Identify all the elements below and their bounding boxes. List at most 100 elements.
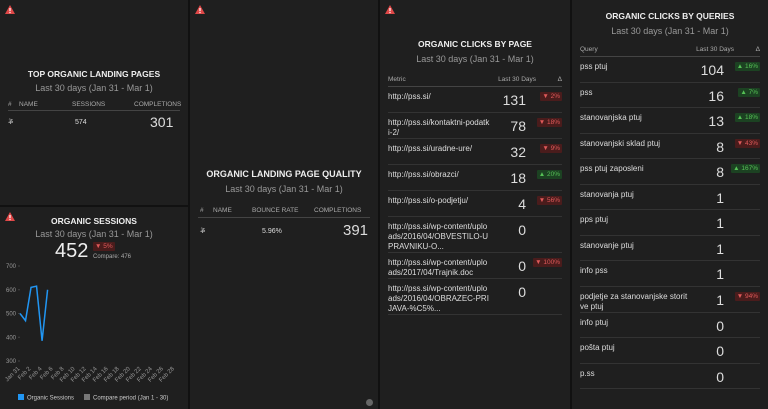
panel-title: ORGANIC CLICKS BY QUERIES <box>605 11 735 21</box>
row-name: stanovanjska ptuj <box>580 113 642 122</box>
table-row: stanovanja ptuj 1 <box>580 185 760 210</box>
period: Last 30 days (Jan 31 - Mar 1) <box>611 26 729 36</box>
change-badge: 167% <box>731 164 760 174</box>
col-header: COMPLETIONS <box>314 207 362 214</box>
table-row: stanovanje ptuj 1 <box>580 236 760 261</box>
bounce-rate: 5.96% <box>262 228 282 235</box>
kpi-value: 452 <box>55 240 89 262</box>
row-name: stanovanjski sklad ptuj <box>580 138 661 148</box>
table-row: info ptuj 0 <box>580 313 760 338</box>
period: Last 30 days (Jan 31 - Mar 1) <box>416 54 534 64</box>
landing-pages-panel: TOP ORGANIC LANDING PAGES Last 30 days (… <box>0 0 188 205</box>
change-cell: 94% <box>724 291 760 301</box>
y-tick-label: 600 <box>6 288 17 294</box>
row-name: http://pss.si/wp-content/uploads/2017/04… <box>388 258 488 277</box>
panel-title: ORGANIC LANDING PAGE QUALITY <box>206 169 362 179</box>
row-value: 0 <box>716 343 724 359</box>
col-header: Query <box>580 46 598 53</box>
change-cell: 18% <box>526 118 562 128</box>
table-row: http://pss.si/131 2% <box>388 87 562 113</box>
completions-value: 391 <box>343 222 369 239</box>
row-value: 0 <box>518 284 526 300</box>
row-value: 1 <box>716 189 724 206</box>
row-name: http://pss.si/o-podjetju/ <box>388 196 469 205</box>
table-row: stanovanjski sklad ptuj 8 43% <box>580 134 760 159</box>
change-badge: 7% <box>738 87 760 97</box>
row-name: http://pss.si/obrazci/ <box>388 170 459 179</box>
col-header: COMPLETIONS <box>134 101 182 108</box>
table-row: http://pss.si/kontaktni-podatki-2/78 18% <box>388 113 562 139</box>
col-header: NAME <box>19 101 38 108</box>
medal-icon: ቖ <box>8 117 14 126</box>
period: Last 30 days (Jan 31 - Mar 1) <box>35 229 153 239</box>
row-value: 0 <box>518 222 526 238</box>
change-cell: 9% <box>526 144 562 154</box>
table-row: http://pss.si/uradne-ure/32 9% <box>388 139 562 165</box>
y-tick-label: 500 <box>6 312 17 318</box>
row-value: 1 <box>716 291 724 308</box>
y-tick-label: 700 <box>6 264 17 270</box>
legend-label: Compare period (Jan 1 - 30) <box>93 396 168 402</box>
row-name: pss <box>580 87 593 97</box>
change-cell: 7% <box>724 87 760 97</box>
change-badge: 16% <box>734 62 760 72</box>
legend-label: Organic Sessions <box>27 396 74 402</box>
table-header: Query Last 30 Days Δ <box>580 46 760 57</box>
table-row: pošta ptuj 0 <box>580 338 760 364</box>
change-badge: 5% <box>93 242 115 251</box>
change-badge: 2% <box>540 92 562 102</box>
row-value: 1 <box>716 215 724 231</box>
row-value: 0 <box>518 258 526 274</box>
change-cell: 43% <box>724 138 760 148</box>
row-name: http://pss.si/uradne-ure/ <box>388 144 473 153</box>
row-name: pošta ptuj <box>580 343 615 352</box>
table-row: http://pss.si/wp-content/uploads/2016/04… <box>388 217 562 253</box>
col-header: Last 30 Days <box>498 76 536 83</box>
col-header: BOUNCE RATE <box>252 207 299 214</box>
row-value: 8 <box>716 164 724 180</box>
row-value: 104 <box>700 62 724 78</box>
table-row: pss ptuj 104 16% <box>580 57 760 83</box>
row-name: stanovanje ptuj <box>580 240 634 250</box>
row-value: 8 <box>716 138 724 155</box>
table-row: stanovanjska ptuj 13 18% <box>580 108 760 134</box>
row-value: 1 <box>716 266 724 282</box>
panel-title: ORGANIC SESSIONS <box>51 216 137 226</box>
table-row: http://pss.si/o-podjetju/4 56% <box>388 191 562 217</box>
legend-swatch <box>84 394 90 400</box>
table-row: http://pss.si/wp-content/uploads/2016/04… <box>388 279 562 315</box>
table-row: p.ss 0 <box>580 364 760 389</box>
period: Last 30 days (Jan 31 - Mar 1) <box>225 184 343 194</box>
warning-icon <box>385 5 395 14</box>
panel-title: TOP ORGANIC LANDING PAGES <box>27 69 161 79</box>
row-value: 32 <box>510 144 526 160</box>
completions-value: 301 <box>150 114 174 130</box>
warning-icon <box>195 5 205 14</box>
row-name: http://pss.si/wp-content/uploads/2016/04… <box>388 284 489 313</box>
col-header: Last 30 Days <box>696 46 734 53</box>
line <box>19 285 49 341</box>
panel-title: ORGANIC CLICKS BY PAGE <box>418 39 532 49</box>
change-badge: 56% <box>536 196 562 206</box>
legend-swatch <box>18 394 24 400</box>
sessions-panel: ORGANIC SESSIONS Last 30 days (Jan 31 - … <box>0 207 188 409</box>
row-value: 0 <box>716 317 724 334</box>
table-row: pss 16 7% <box>580 83 760 108</box>
row-name: p.ss <box>580 368 595 378</box>
table-row: pss ptuj zaposleni 8 167% <box>580 159 760 185</box>
row-name: http://pss.si/wp-content/uploads/2016/04… <box>388 222 489 251</box>
row-value: 78 <box>510 118 526 134</box>
row-value: 16 <box>708 87 724 104</box>
change-cell: 2% <box>526 92 562 102</box>
row-name: podjetje za stanovanjske storitve ptuj <box>580 291 688 311</box>
change-badge: 18% <box>536 118 562 128</box>
change-cell: 16% <box>724 62 760 72</box>
change-badge: 94% <box>734 291 760 301</box>
row-name: pss ptuj <box>580 62 608 71</box>
row-value: 13 <box>708 113 724 129</box>
row-name: http://pss.si/kontaktni-podatki-2/ <box>388 118 490 137</box>
quality-panel: ORGANIC LANDING PAGE QUALITY Last 30 day… <box>190 0 378 409</box>
